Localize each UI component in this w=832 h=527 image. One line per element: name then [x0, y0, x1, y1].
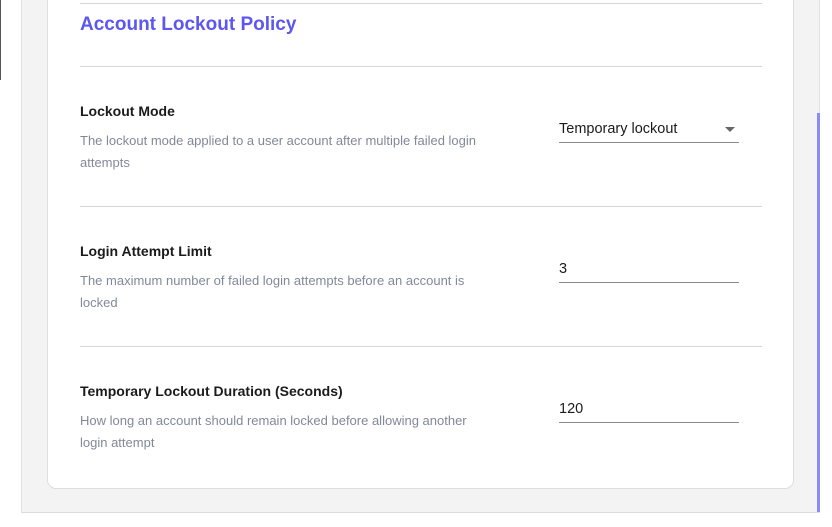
divider [80, 66, 762, 67]
login-attempt-limit-input[interactable]: 3 [559, 258, 739, 283]
setting-label: Login Attempt Limit [80, 243, 212, 259]
setting-description: How long an account should remain locked… [80, 413, 467, 450]
chevron-down-icon [725, 127, 735, 132]
setting-description: The maximum number of failed login attem… [80, 273, 465, 310]
setting-login-attempt-limit: Login Attempt Limit The maximum number o… [80, 207, 762, 347]
setting-label: Temporary Lockout Duration (Seconds) [80, 383, 343, 399]
lockout-mode-value: Temporary lockout [559, 121, 678, 137]
lockout-mode-select[interactable]: Temporary lockout [559, 118, 739, 143]
settings-panel: Account Lockout Policy Lockout Mode The … [21, 0, 820, 513]
setting-label: Lockout Mode [80, 103, 175, 119]
setting-lockout-mode: Lockout Mode The lockout mode applied to… [80, 67, 762, 207]
lockout-policy-card: Account Lockout Policy Lockout Mode The … [47, 0, 794, 489]
divider [80, 346, 762, 347]
scrollbar-thumb[interactable] [817, 113, 820, 512]
section-title: Account Lockout Policy [80, 14, 297, 35]
lockout-duration-input[interactable]: 120 [559, 398, 739, 423]
divider [80, 206, 762, 207]
window-edge [0, 0, 1, 80]
setting-description: The lockout mode applied to a user accou… [80, 133, 477, 170]
setting-lockout-duration: Temporary Lockout Duration (Seconds) How… [80, 347, 762, 487]
divider [80, 3, 762, 4]
